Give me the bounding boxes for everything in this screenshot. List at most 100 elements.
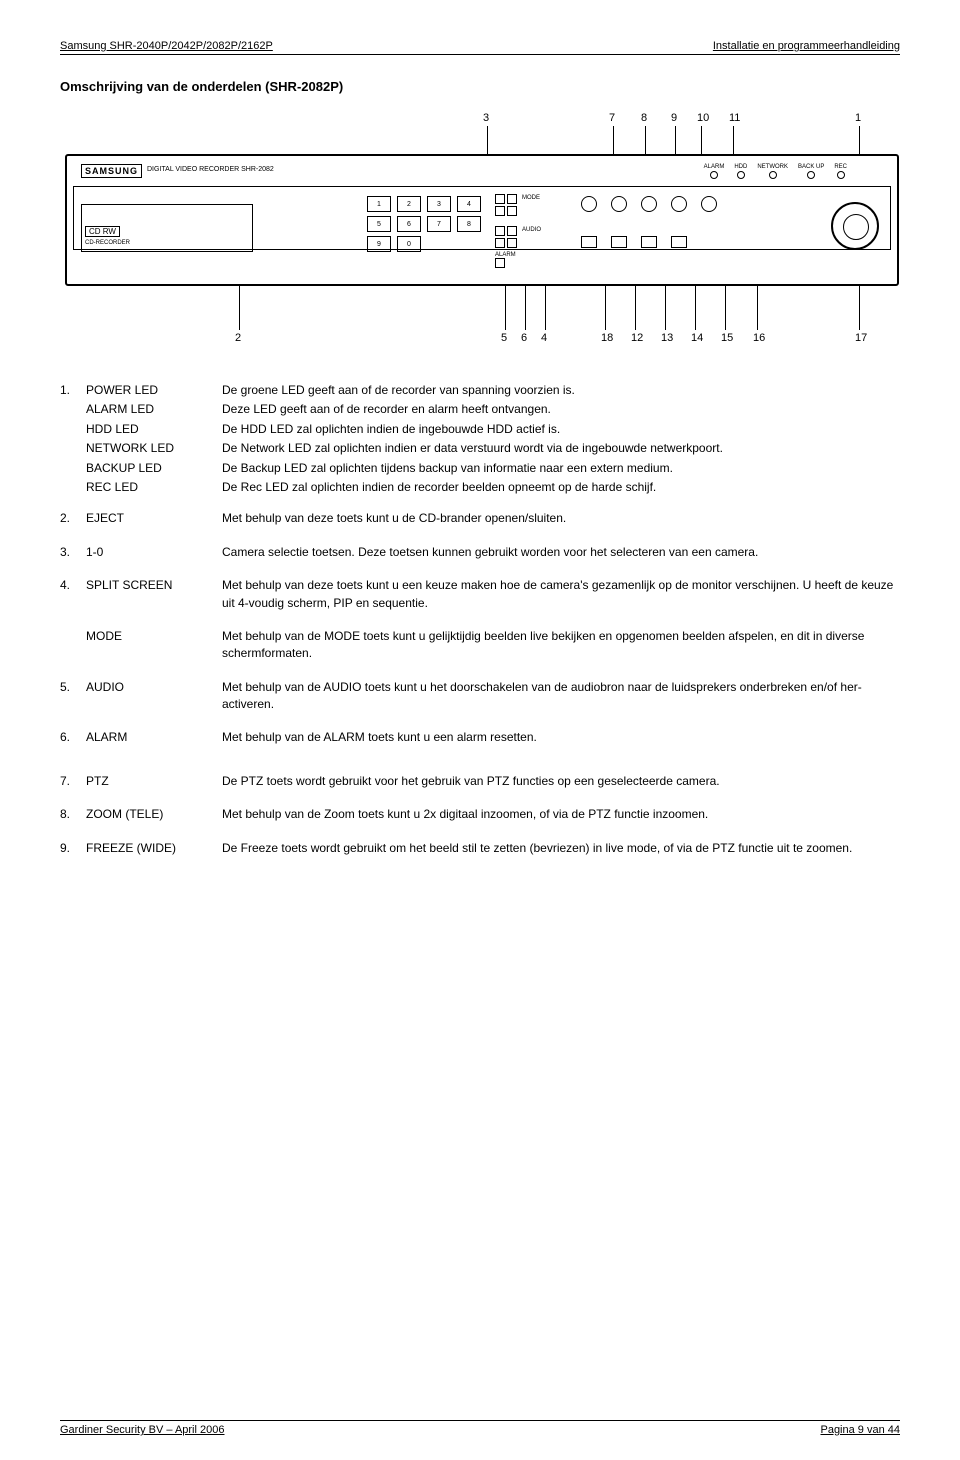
list-item: 3.1-0Camera selectie toetsen. Deze toets… [60, 544, 900, 561]
item-number: 3. [60, 544, 86, 561]
ptz-btn [581, 196, 597, 212]
item-label: NETWORK LED [86, 440, 222, 457]
description-list: 2.EJECTMet behulp van deze toets kunt u … [60, 510, 900, 873]
list-item: 4.SPLIT SCREENMet behulp van deze toets … [60, 577, 900, 612]
item-label: AUDIO [86, 679, 222, 714]
list-item: 1.POWER LEDDe groene LED geeft aan of de… [60, 382, 900, 399]
list-item: 7.PTZDe PTZ toets wordt gebruikt voor he… [60, 773, 900, 790]
item-number [60, 460, 86, 477]
view-btn [641, 236, 657, 248]
callout-line [665, 284, 666, 330]
callout-line [613, 126, 614, 156]
header-right: Installatie en programmeerhandleiding [713, 40, 900, 52]
callout-line [859, 284, 860, 330]
led-hdd: HDD [734, 164, 747, 179]
list-item: 8.ZOOM (TELE)Met behulp van de Zoom toet… [60, 806, 900, 823]
callout-8: 8 [641, 112, 647, 124]
item-description: De PTZ toets wordt gebruikt voor het geb… [222, 773, 900, 790]
item-number [60, 421, 86, 438]
led-back-up: BACK UP [798, 164, 824, 179]
callout-line [525, 284, 526, 330]
callout-5: 5 [501, 332, 507, 344]
item-label: ALARM LED [86, 401, 222, 418]
item-number: 2. [60, 510, 86, 527]
item-label: REC LED [86, 479, 222, 496]
item-label: SPLIT SCREEN [86, 577, 222, 612]
key-2: 2 [397, 196, 421, 212]
key-4: 4 [457, 196, 481, 212]
item-description: De Freeze toets wordt gebruikt om het be… [222, 840, 900, 857]
item-label: MODE [86, 628, 222, 663]
menu-btn [701, 196, 717, 212]
item-label: PTZ [86, 773, 222, 790]
callout-line [733, 126, 734, 156]
item-label: POWER LED [86, 382, 222, 399]
callout-14: 14 [691, 332, 703, 344]
led-description-group: 1.POWER LEDDe groene LED geeft aan of de… [60, 382, 900, 496]
callout-4: 4 [541, 332, 547, 344]
key-8: 8 [457, 216, 481, 232]
item-description: Met behulp van de ALARM toets kunt u een… [222, 729, 900, 746]
callout-12: 12 [631, 332, 643, 344]
item-number: 9. [60, 840, 86, 857]
key-5: 5 [367, 216, 391, 232]
callout-line [605, 284, 606, 330]
callout-6: 6 [521, 332, 527, 344]
callout-7: 7 [609, 112, 615, 124]
item-description: De Rec LED zal oplichten indien de recor… [222, 479, 900, 496]
list-item: MODEMet behulp van de MODE toets kunt u … [60, 628, 900, 663]
device-body: SAMSUNG DIGITAL VIDEO RECORDER SHR-2082 … [65, 154, 899, 286]
item-number: 1. [60, 382, 86, 399]
spacer [60, 863, 900, 873]
section-title: Omschrijving van de onderdelen (SHR-2082… [60, 79, 900, 94]
item-number [60, 440, 86, 457]
led-row: ALARMHDDNETWORKBACK UPREC [704, 164, 847, 179]
page-header: Samsung SHR-2040P/2042P/2082P/2162P Inst… [60, 40, 900, 55]
item-description: Met behulp van de AUDIO toets kunt u het… [222, 679, 900, 714]
key-3: 3 [427, 196, 451, 212]
wide-btn [611, 236, 627, 248]
spacer [60, 669, 900, 679]
callout-line [859, 126, 860, 156]
preset-btn [671, 236, 687, 248]
callout-line [701, 126, 702, 156]
brand-sub-label: DIGITAL VIDEO RECORDER SHR-2082 [147, 166, 274, 173]
led-alarm: ALARM [704, 164, 725, 179]
led-network: NETWORK [757, 164, 788, 179]
split-mode-grid: MODE AUDIO [495, 194, 541, 248]
item-label: 1-0 [86, 544, 222, 561]
callout-13: 13 [661, 332, 673, 344]
item-description: De groene LED geeft aan of de recorder v… [222, 382, 900, 399]
jog-dial [831, 202, 879, 250]
callout-line [545, 284, 546, 330]
item-description: Met behulp van de MODE toets kunt u geli… [222, 628, 900, 663]
item-description: De HDD LED zal oplichten indien de ingeb… [222, 421, 900, 438]
callout-line [635, 284, 636, 330]
item-description: Met behulp van deze toets kunt u de CD-b… [222, 510, 900, 527]
callout-1: 1 [855, 112, 861, 124]
item-description: Met behulp van deze toets kunt u een keu… [222, 577, 900, 612]
device-diagram: SAMSUNG DIGITAL VIDEO RECORDER SHR-2082 … [65, 112, 895, 352]
list-item: NETWORK LEDDe Network LED zal oplichten … [60, 440, 900, 457]
spacer [60, 567, 900, 577]
callout-2: 2 [235, 332, 241, 344]
callout-11: 11 [729, 112, 740, 124]
footer-right: Pagina 9 van 44 [820, 1424, 900, 1436]
callout-line [725, 284, 726, 330]
tele-btn [581, 236, 597, 248]
spacer [60, 618, 900, 628]
item-label: ALARM [86, 729, 222, 746]
spacer [60, 719, 900, 729]
brand-label: SAMSUNG [81, 164, 142, 178]
search-btn [671, 196, 687, 212]
item-label: BACKUP LED [86, 460, 222, 477]
footer-left: Gardiner Security BV – April 2006 [60, 1424, 224, 1436]
callout-9: 9 [671, 112, 677, 124]
key-9: 9 [367, 236, 391, 252]
key-1: 1 [367, 196, 391, 212]
alarm-strip: ALARM [495, 252, 516, 270]
item-number [60, 479, 86, 496]
callout-16: 16 [753, 332, 765, 344]
item-description: De Network LED zal oplichten indien er d… [222, 440, 900, 457]
header-left: Samsung SHR-2040P/2042P/2082P/2162P [60, 40, 273, 52]
